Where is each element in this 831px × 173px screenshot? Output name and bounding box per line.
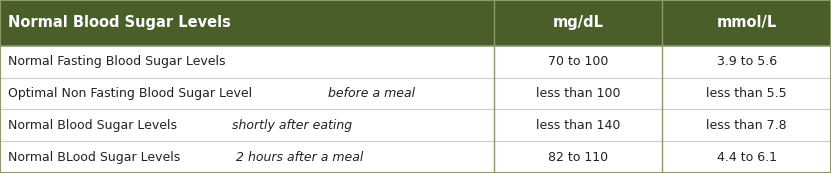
- Text: Normal BLood Sugar Levels: Normal BLood Sugar Levels: [8, 151, 184, 164]
- Bar: [0, 78, 831, 109]
- Text: Normal Blood Sugar Levels: Normal Blood Sugar Levels: [8, 15, 231, 30]
- Text: less than 7.8: less than 7.8: [706, 119, 787, 132]
- Text: less than 100: less than 100: [536, 87, 621, 100]
- Text: mg/dL: mg/dL: [553, 15, 604, 30]
- Bar: [0, 141, 831, 173]
- Text: less than 140: less than 140: [536, 119, 621, 132]
- Text: 4.4 to 6.1: 4.4 to 6.1: [716, 151, 777, 164]
- Bar: [0, 0, 831, 46]
- Bar: [0, 110, 831, 141]
- Text: Normal Fasting Blood Sugar Levels: Normal Fasting Blood Sugar Levels: [8, 55, 226, 68]
- Text: 3.9 to 5.6: 3.9 to 5.6: [716, 55, 777, 68]
- Text: 70 to 100: 70 to 100: [548, 55, 608, 68]
- Text: Optimal Non Fasting Blood Sugar Level: Optimal Non Fasting Blood Sugar Level: [8, 87, 257, 100]
- Text: mmol/L: mmol/L: [716, 15, 777, 30]
- Text: 82 to 110: 82 to 110: [548, 151, 608, 164]
- Bar: [0, 46, 831, 78]
- Text: Normal Blood Sugar Levels: Normal Blood Sugar Levels: [8, 119, 181, 132]
- Text: shortly after eating: shortly after eating: [232, 119, 352, 132]
- Text: 2 hours after a meal: 2 hours after a meal: [236, 151, 363, 164]
- Text: less than 5.5: less than 5.5: [706, 87, 787, 100]
- Text: before a meal: before a meal: [328, 87, 416, 100]
